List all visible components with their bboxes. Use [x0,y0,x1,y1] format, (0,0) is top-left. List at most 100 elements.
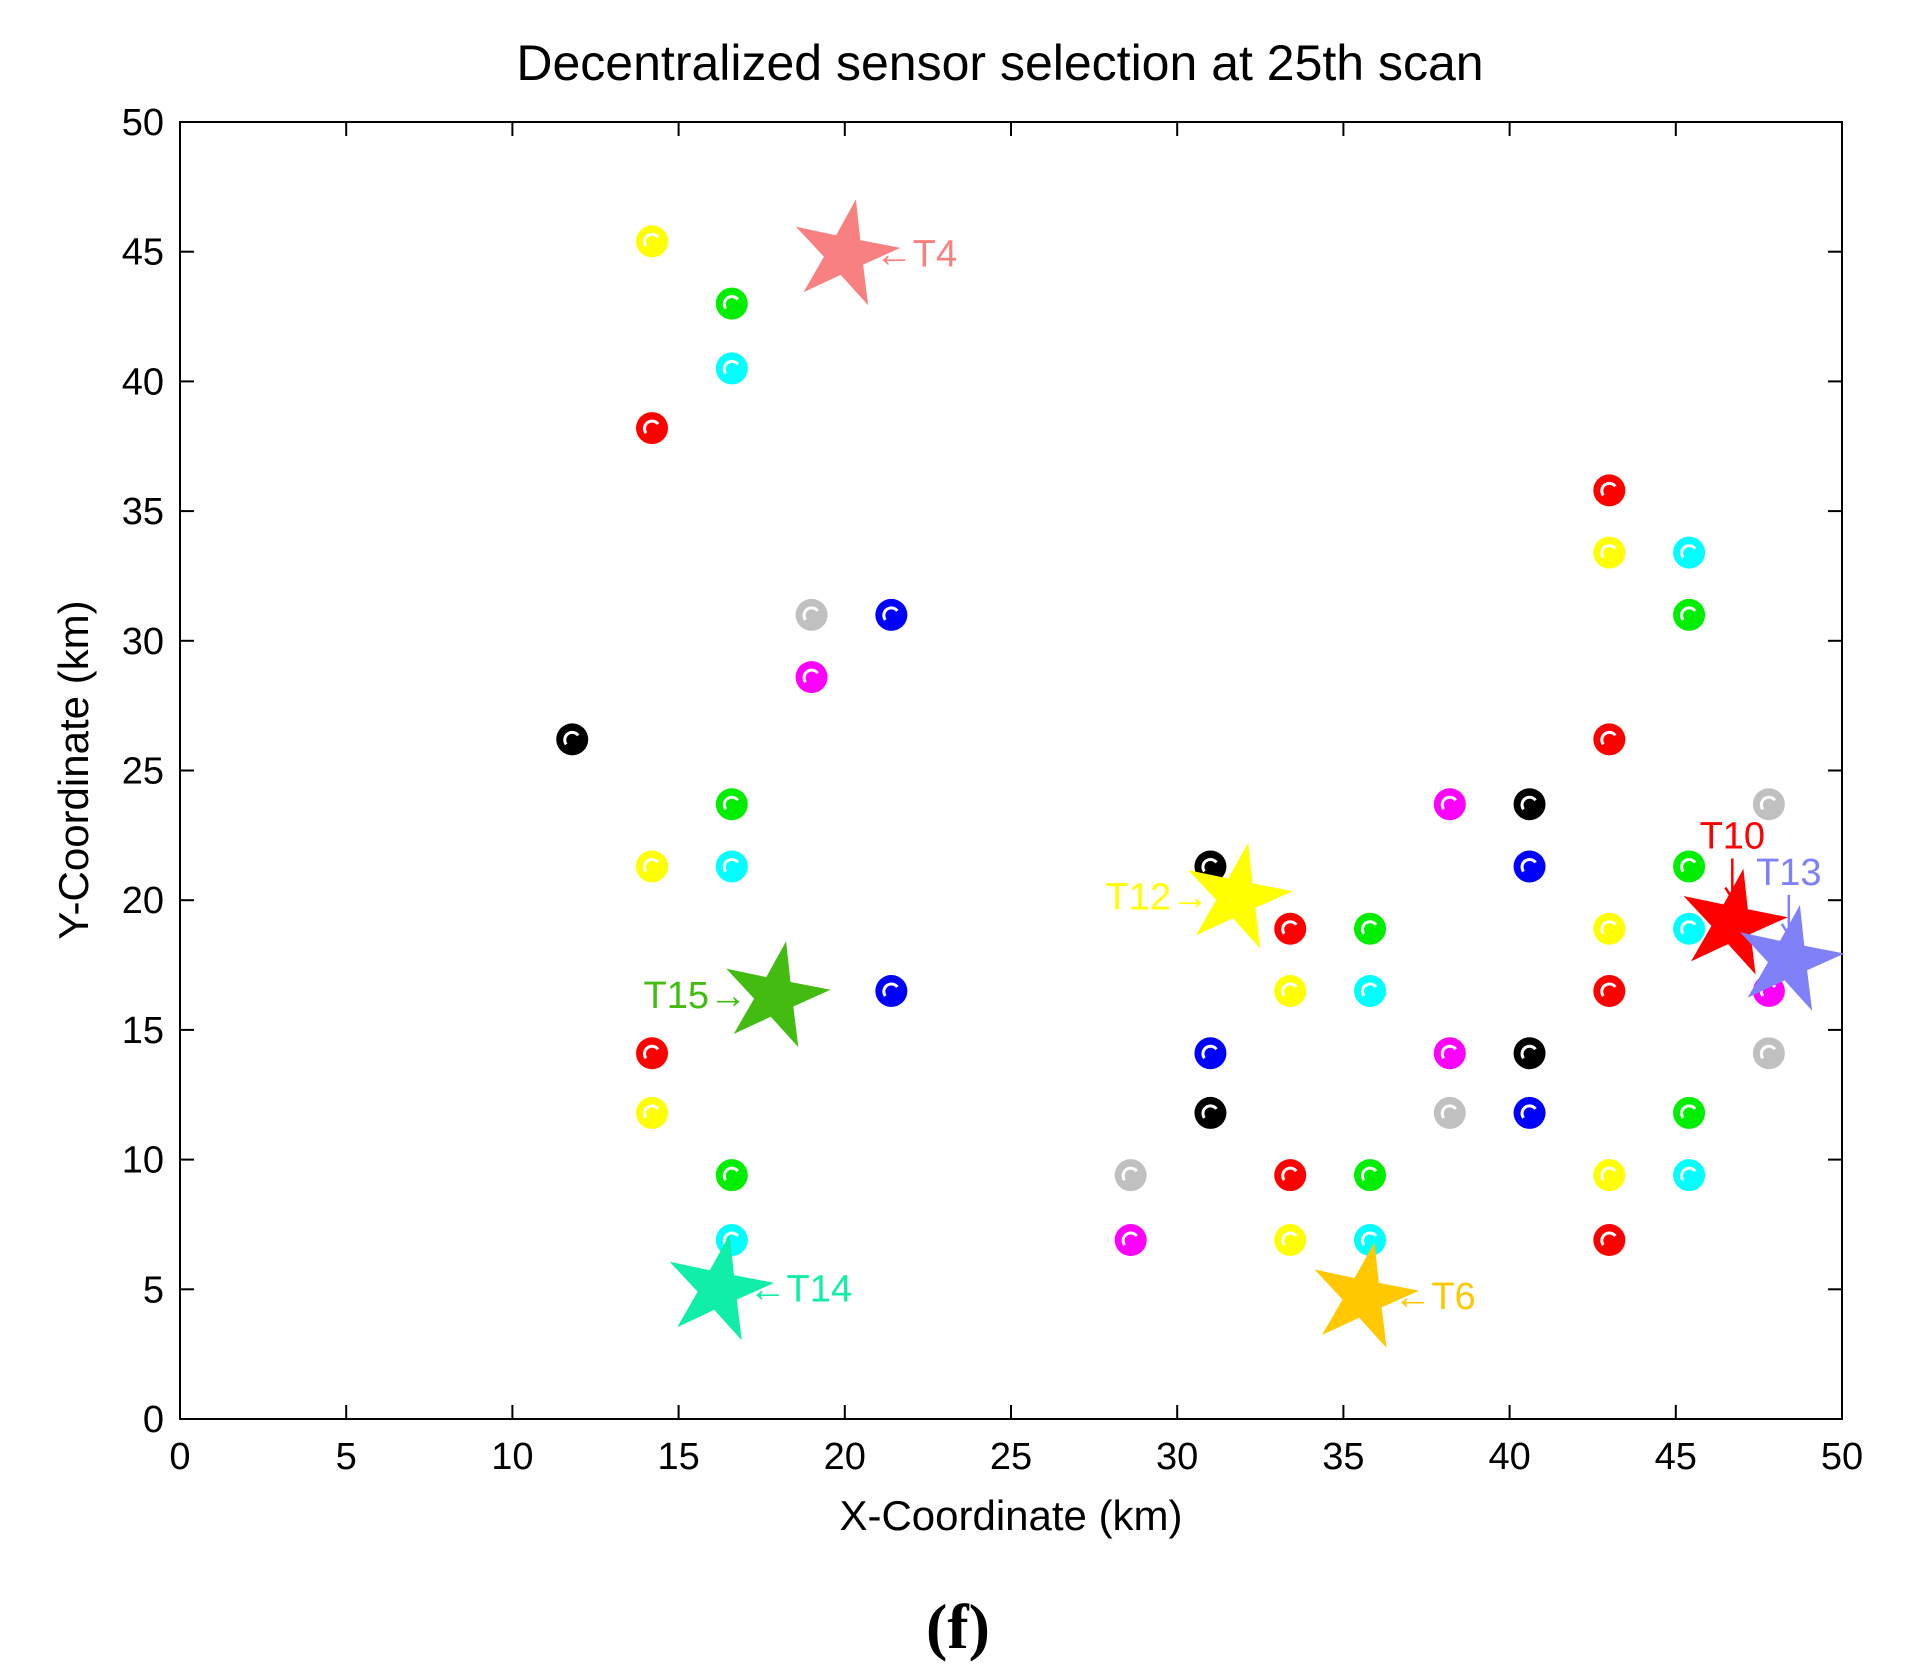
x-tick-label: 40 [1488,1436,1530,1478]
sensor-point [1353,1159,1386,1192]
y-tick-label: 45 [122,232,164,274]
sensor-dot [1673,1096,1706,1129]
target-star-icon [726,941,831,1048]
sensor-highlight [1201,1044,1218,1060]
sensor-point [1673,850,1706,883]
sensor-dot [636,1096,669,1129]
y-tick-label: 25 [122,751,164,793]
target-label: ←T14 [748,1268,851,1310]
target-star-icon [796,199,901,306]
sensor-point [1673,1096,1706,1129]
sensor-dot [1274,1159,1307,1192]
sensor-dot [1353,974,1386,1007]
sensor-dot [1593,474,1626,507]
sensor-point [636,1037,669,1070]
target-t6: ←T6 [1314,1242,1476,1348]
x-axis-ticks: 0 5 10 15 20 25 30 35 40 45 50 [169,122,1863,1478]
sensor-point [1114,1224,1147,1257]
sensor-highlight [1361,1166,1378,1182]
sensor-highlight [1281,982,1298,997]
target-arrowhead-icon [1724,886,1741,901]
sensor-highlight [722,1166,739,1182]
sensor-highlight [1121,1231,1138,1246]
chart-title: Decentralized sensor selection at 25th s… [516,35,1483,91]
sensor-highlight [643,232,660,248]
sensor-dot [1353,1224,1386,1257]
sensor-point [1433,1037,1466,1070]
x-tick-label: 25 [990,1436,1032,1478]
sensor-highlight [643,1104,660,1119]
sensor-highlight [1440,795,1457,811]
sensor-highlight [1680,1166,1697,1182]
x-tick-label: 45 [1655,1436,1697,1478]
sensor-highlight [1440,1104,1457,1119]
sensor-point [1513,1096,1546,1129]
sensor-highlight [1680,858,1697,873]
sensor-highlight [722,858,739,873]
sensor-highlight [722,295,739,310]
sensor-point [1673,598,1706,631]
sensor-dot [1513,788,1546,821]
sensor-highlight [1361,920,1378,935]
sensor-dot [1593,723,1626,756]
x-tick-label: 50 [1821,1436,1863,1478]
sensor-point [715,352,748,385]
sensor-dot [556,723,589,756]
sensor-dot [1513,1037,1546,1070]
sensor-point [715,1159,748,1192]
sensor-point [636,225,669,258]
plot-area-frame [179,121,1843,1420]
sensor-highlight [1680,544,1697,559]
sensor-highlight [1520,795,1537,811]
sensor-highlight [802,668,819,684]
sensor-highlight [882,982,899,997]
sensor-highlight [722,795,739,811]
sensor-point [1593,723,1626,756]
target-t10: T10 [1683,816,1788,975]
target-star-icon [1188,842,1293,949]
sensor-point [1274,1224,1307,1257]
sensor-highlight [1520,1044,1537,1060]
sensor-highlight [722,359,739,375]
sensor-dot [795,598,828,631]
y-axis-ticks: 0 5 10 15 20 25 30 35 40 45 50 [122,102,1842,1441]
sensor-highlight [1281,1166,1298,1182]
sensor-dot [715,1159,748,1192]
sensor-dot [1673,1159,1706,1192]
sensor-highlight [1361,982,1378,997]
target-arrowhead-icon [1780,923,1797,938]
sensor-dot [1513,850,1546,883]
y-tick-label: 35 [122,491,164,533]
x-tick-label: 30 [1156,1436,1198,1478]
target-label: T15→ [644,975,747,1017]
target-t12: T12→ [1106,842,1293,949]
target-label: ←T6 [1393,1276,1475,1318]
sensor-point [636,412,669,445]
sensor-dot [1593,974,1626,1007]
sensor-point [1433,788,1466,821]
x-tick-label: 15 [657,1436,699,1478]
sensor-highlight [1600,1231,1617,1246]
y-tick-label: 30 [122,621,164,663]
sensor-dot [795,661,828,694]
y-tick-label: 5 [143,1269,164,1311]
sensor-highlight [1759,1044,1777,1060]
target-label: T12→ [1106,877,1209,919]
sensor-point [715,287,748,320]
sensor-point [1752,788,1785,821]
y-tick-label: 0 [143,1399,164,1441]
sensor-point [1114,1159,1147,1192]
sensor-dot [715,788,748,821]
sensor-highlight [882,606,899,621]
sensor-highlight [1680,606,1697,621]
sensor-dot [715,850,748,883]
target-label: ←T4 [875,233,957,275]
sensor-highlight [1600,544,1617,559]
sensor-point [1752,1037,1785,1070]
sensor-dot [1673,598,1706,631]
sensor-highlight [1520,858,1537,873]
sensor-highlight [1281,920,1298,935]
target-star-icon [1740,905,1845,1011]
